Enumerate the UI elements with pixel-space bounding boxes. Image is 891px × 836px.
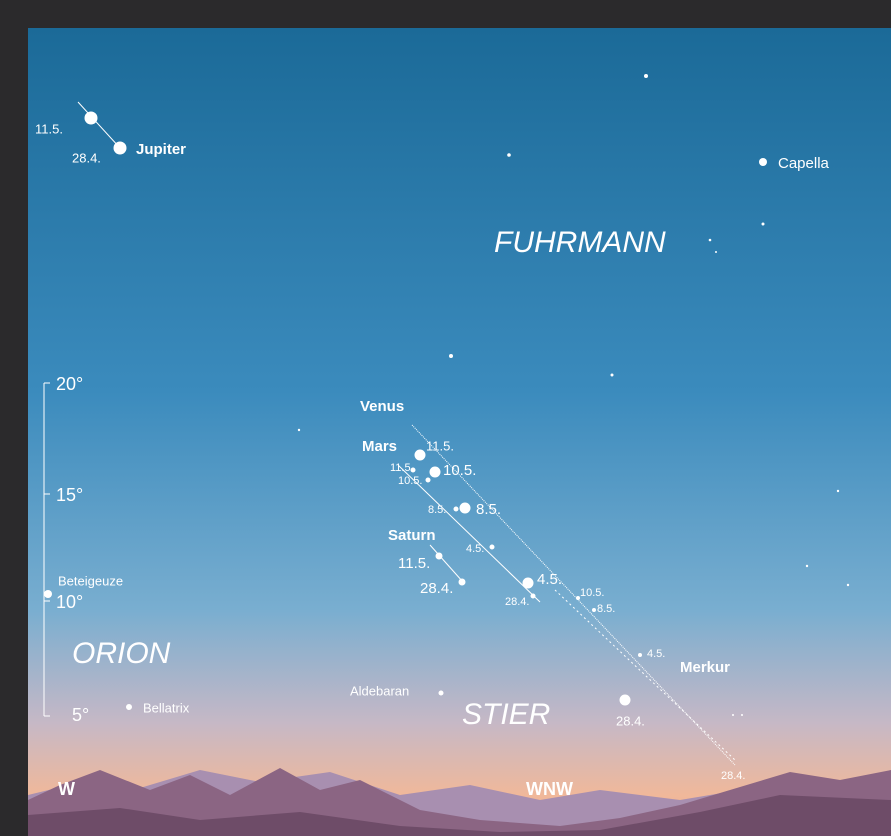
date-label: 8.5. [597, 603, 615, 615]
altitude-label: 20° [56, 374, 83, 394]
date-label: 11.5. [35, 121, 63, 136]
altitude-label: 10° [56, 592, 83, 612]
constellation: FUHRMANN [494, 226, 666, 259]
date-label: 28.4. [72, 150, 101, 165]
date-label: 10.5. [398, 475, 422, 487]
constellation: STIER [462, 698, 550, 731]
date-label: 28.4. [616, 713, 645, 728]
date-label: 11.5. [398, 555, 430, 572]
star-label: Bellatrix [143, 700, 190, 715]
planet-name: Mars [362, 438, 397, 455]
date-label: 4.5. [466, 543, 484, 555]
direction: WNW [526, 779, 573, 799]
star-label: Capella [778, 155, 830, 172]
star-label: Beteigeuze [58, 573, 123, 588]
planet-name: Venus [360, 398, 404, 415]
date-label: 8.5. [476, 501, 501, 518]
star-label: Aldebaran [350, 683, 409, 698]
date-label: 8.5. [428, 504, 446, 516]
date-label: 4.5. [647, 648, 665, 660]
planet-name: Jupiter [136, 141, 186, 158]
planet-name: Saturn [388, 527, 436, 544]
date-label: 28.4. [721, 770, 745, 782]
date-label: 28.4. [420, 580, 453, 597]
planet-name: Merkur [680, 659, 730, 676]
sky-chart: 20° 15° 10° 5° W WNW FUHRMANN ORION STIE… [0, 0, 891, 836]
altitude-label: 15° [56, 485, 83, 505]
altitude-label: 5° [72, 705, 89, 725]
date-label: 11.5. [390, 462, 414, 474]
date-label: 11.5. [426, 438, 454, 453]
constellation: ORION [72, 637, 171, 670]
direction: W [58, 779, 75, 799]
date-label: 10.5. [580, 587, 604, 599]
date-label: 10.5. [443, 462, 476, 479]
date-label: 4.5. [537, 571, 562, 588]
date-label: 28.4. [505, 596, 529, 608]
